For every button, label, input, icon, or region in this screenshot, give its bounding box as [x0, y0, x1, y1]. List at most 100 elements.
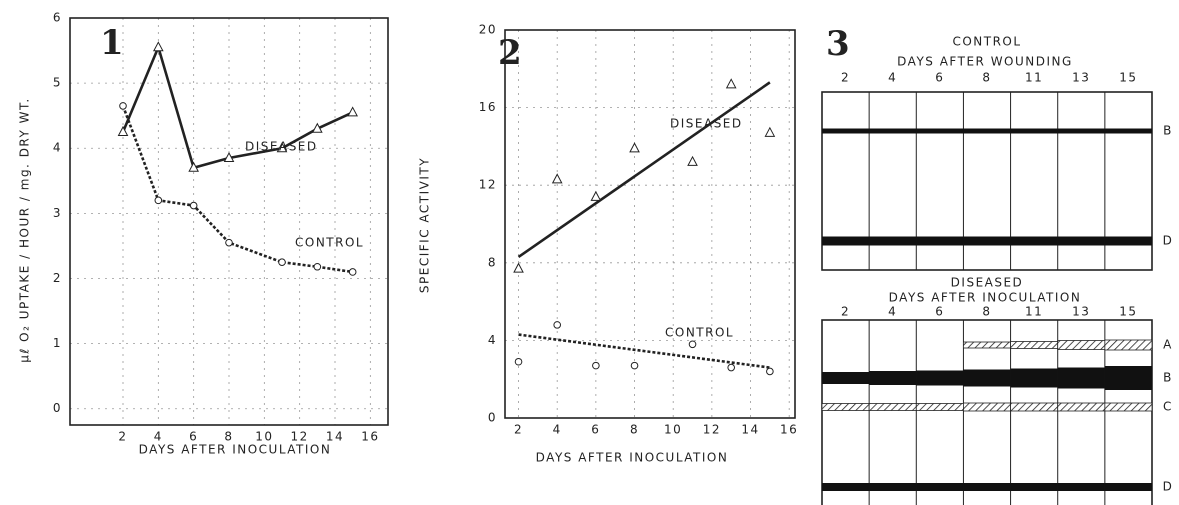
data-point — [119, 127, 128, 136]
data-point — [515, 358, 522, 365]
data-point — [727, 79, 736, 88]
x-tick-label: 6 — [189, 430, 198, 444]
data-point — [349, 269, 356, 276]
x-tick-label: 2 — [514, 423, 523, 437]
band-label: C — [1163, 400, 1173, 414]
x-tick-label: 14 — [326, 430, 344, 444]
gel-band — [1011, 237, 1058, 246]
y-tick-label: 6 — [53, 11, 62, 25]
x-tick-label: 16 — [361, 430, 379, 444]
data-point — [514, 264, 523, 273]
gel-band — [869, 129, 916, 134]
x-tick-label: 14 — [741, 423, 759, 437]
series-label: DISEASED — [670, 117, 743, 131]
lane-label: 6 — [935, 71, 944, 85]
x-tick-label: 10 — [664, 423, 682, 437]
x-axis-label: DAYS AFTER INOCULATION — [139, 443, 332, 457]
lane-label: 11 — [1025, 71, 1043, 85]
fit-line — [519, 335, 770, 368]
data-point — [120, 103, 127, 110]
gel-band — [822, 404, 869, 411]
x-axis-label: DAYS AFTER INOCULATION — [536, 451, 729, 465]
y-tick-label: 4 — [488, 333, 497, 347]
gel-band — [822, 372, 869, 384]
gel-band — [1011, 403, 1058, 411]
x-tick-label: 6 — [591, 423, 600, 437]
gel-band — [869, 404, 916, 411]
section-axis-label: DAYS AFTER INOCULATION — [889, 291, 1082, 305]
gel-band — [1058, 237, 1105, 246]
lane-label: 13 — [1072, 305, 1090, 319]
series-label: CONTROL — [665, 326, 734, 340]
data-point — [553, 174, 562, 183]
y-tick-label: 20 — [479, 23, 497, 37]
y-tick-label: 0 — [53, 401, 62, 415]
y-axis-label: μℓ O₂ UPTAKE / HOUR / mg. DRY WT. — [18, 97, 32, 362]
gel-band — [869, 371, 916, 385]
gel-band — [1105, 366, 1152, 390]
data-point — [728, 364, 735, 371]
gel-band — [1105, 237, 1152, 246]
gel-band — [869, 483, 916, 491]
figure: 01234562468101214161μℓ O₂ UPTAKE / HOUR … — [0, 0, 1179, 505]
lane-label: 13 — [1072, 71, 1090, 85]
gel-band — [1058, 483, 1105, 491]
y-tick-label: 16 — [479, 100, 497, 114]
gel-band — [1105, 403, 1152, 411]
y-tick-label: 0 — [488, 411, 497, 425]
gel-band — [963, 342, 1010, 348]
gel-band — [1105, 483, 1152, 491]
panel-number: 3 — [826, 24, 850, 64]
band-label: D — [1163, 480, 1174, 494]
data-point — [630, 143, 639, 152]
gel-band — [1011, 129, 1058, 134]
data-point — [631, 362, 638, 369]
data-point — [348, 107, 357, 116]
data-point — [190, 202, 197, 209]
panel-number: 1 — [100, 23, 124, 63]
series-label: CONTROL — [295, 236, 364, 250]
data-point — [155, 197, 162, 204]
y-tick-label: 8 — [488, 255, 497, 269]
gel-band — [1011, 369, 1058, 388]
x-tick-label: 10 — [255, 430, 273, 444]
data-point — [689, 341, 696, 348]
gel-band — [1011, 342, 1058, 349]
lane-label: 8 — [982, 305, 991, 319]
gel-band — [869, 237, 916, 246]
band-label: B — [1163, 124, 1173, 138]
lane-label: 15 — [1119, 305, 1137, 319]
gel-band — [963, 403, 1010, 411]
y-tick-label: 5 — [53, 76, 62, 90]
x-tick-label: 12 — [703, 423, 721, 437]
gel-band — [1058, 403, 1105, 411]
gel-band — [1058, 129, 1105, 134]
data-point — [226, 239, 233, 246]
section-title: CONTROL — [952, 35, 1021, 49]
gel-band — [916, 404, 963, 411]
gel-band — [1011, 483, 1058, 491]
data-point — [767, 368, 774, 375]
x-tick-label: 4 — [553, 423, 562, 437]
gel-band — [822, 237, 869, 246]
gel-band — [822, 129, 869, 134]
x-tick-label: 16 — [780, 423, 798, 437]
gel-band — [963, 237, 1010, 246]
gel-band — [963, 370, 1010, 387]
section-title: DISEASED — [951, 276, 1024, 290]
y-tick-label: 1 — [53, 336, 62, 350]
data-point — [593, 362, 600, 369]
x-tick-label: 8 — [224, 430, 233, 444]
plot-frame — [505, 30, 795, 418]
data-point — [154, 42, 163, 51]
series-label: DISEASED — [245, 140, 318, 154]
gel-band — [963, 129, 1010, 134]
lane-label: 8 — [982, 71, 991, 85]
gel-band — [1105, 340, 1152, 350]
lane-label: 4 — [888, 71, 897, 85]
x-tick-label: 12 — [291, 430, 309, 444]
band-label: B — [1163, 371, 1173, 385]
band-label: A — [1163, 338, 1173, 352]
lane-label: 6 — [935, 305, 944, 319]
data-point — [765, 128, 774, 137]
